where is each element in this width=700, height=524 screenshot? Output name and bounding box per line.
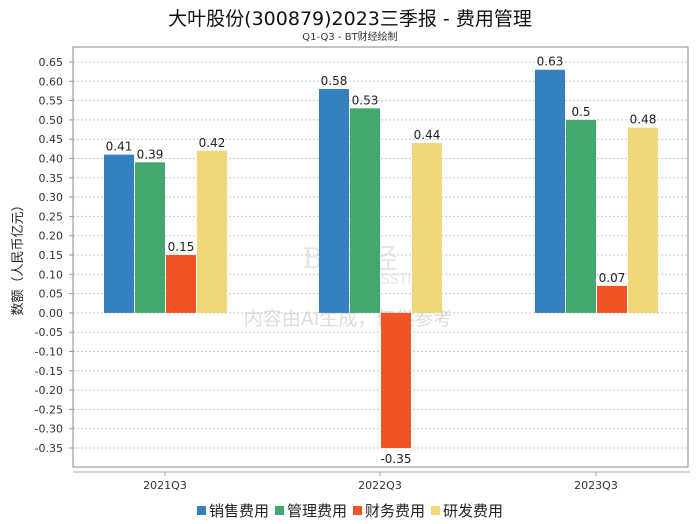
legend: 销售费用 管理费用 财务费用 研发费用 bbox=[0, 500, 700, 521]
legend-label: 研发费用 bbox=[443, 502, 504, 520]
y-tick-label: 0.55 bbox=[39, 95, 64, 108]
legend-swatch bbox=[196, 506, 206, 515]
legend-item[interactable]: 管理费用 bbox=[274, 500, 347, 521]
legend-item[interactable]: 销售费用 bbox=[196, 500, 269, 521]
plot-border bbox=[72, 46, 689, 468]
data-label: 0.53 bbox=[352, 93, 379, 107]
y-tick-label: -0.35 bbox=[35, 442, 63, 455]
bar bbox=[104, 154, 134, 313]
y-tick-label: 0.00 bbox=[39, 307, 64, 320]
bar bbox=[597, 285, 627, 313]
y-tick-label: -0.20 bbox=[35, 384, 63, 397]
y-tick-label: -0.25 bbox=[35, 403, 63, 416]
y-tick-label: 0.50 bbox=[39, 114, 64, 127]
y-tick-label: 0.30 bbox=[39, 191, 64, 204]
y-tick-label: -0.10 bbox=[35, 346, 63, 359]
y-tick-label: 0.05 bbox=[39, 288, 64, 301]
bar-chart: BT财经BUSINESSTIMES内容由AI生成，仅供参考0.650.600.5… bbox=[11, 46, 690, 492]
legend-label: 销售费用 bbox=[208, 502, 269, 520]
bar bbox=[166, 255, 196, 313]
y-tick-label: 0.60 bbox=[39, 75, 64, 88]
legend-swatch bbox=[431, 506, 441, 515]
y-tick-label: 0.20 bbox=[39, 230, 64, 243]
data-label: 0.42 bbox=[199, 136, 226, 150]
data-label: 0.58 bbox=[321, 74, 348, 88]
legend-item[interactable]: 研发费用 bbox=[431, 500, 503, 521]
bar bbox=[381, 312, 411, 448]
y-tick-label: -0.30 bbox=[35, 423, 63, 436]
legend-label: 财务费用 bbox=[365, 502, 426, 520]
data-label: 0.41 bbox=[106, 140, 133, 154]
bar bbox=[350, 108, 380, 313]
y-tick-label: 0.10 bbox=[39, 268, 64, 281]
data-label: -0.35 bbox=[380, 452, 411, 466]
y-tick-label: 0.25 bbox=[39, 210, 64, 223]
data-label: 0.63 bbox=[537, 55, 564, 69]
chart-subtitle: Q1-Q3 - BT财经绘制 bbox=[302, 32, 398, 43]
data-label: 0.44 bbox=[414, 128, 441, 142]
chart-title: 大叶股份(300879)2023三季报 - 费用管理 bbox=[168, 8, 532, 30]
legend-swatch bbox=[274, 506, 284, 515]
data-label: 0.07 bbox=[599, 271, 626, 285]
bar bbox=[319, 89, 349, 313]
bar bbox=[412, 143, 442, 313]
y-axis-label: 数额（人民币亿元） bbox=[11, 198, 26, 315]
data-label: 0.5 bbox=[571, 105, 590, 119]
bar bbox=[566, 119, 596, 313]
y-tick-label: -0.15 bbox=[35, 365, 63, 378]
legend-swatch bbox=[353, 506, 362, 515]
bar bbox=[628, 127, 658, 313]
legend-label: 管理费用 bbox=[286, 502, 347, 520]
bar bbox=[535, 69, 565, 313]
y-tick-label: 0.45 bbox=[39, 133, 64, 146]
x-tick-label: 2022Q3 bbox=[358, 479, 402, 492]
x-tick-label: 2023Q3 bbox=[574, 479, 618, 492]
data-label: 0.15 bbox=[168, 240, 195, 254]
y-tick-label: 0.40 bbox=[39, 153, 64, 166]
x-tick-label: 2021Q3 bbox=[143, 479, 187, 492]
data-label: 0.39 bbox=[137, 147, 164, 161]
legend-item[interactable]: 财务费用 bbox=[353, 500, 425, 521]
bar bbox=[135, 162, 165, 313]
y-tick-label: 0.35 bbox=[39, 172, 64, 185]
y-tick-label: 0.65 bbox=[39, 56, 64, 69]
y-tick-label: 0.15 bbox=[39, 249, 64, 262]
y-tick-label: -0.05 bbox=[35, 326, 63, 339]
bar bbox=[197, 150, 227, 313]
data-label: 0.48 bbox=[630, 113, 657, 127]
